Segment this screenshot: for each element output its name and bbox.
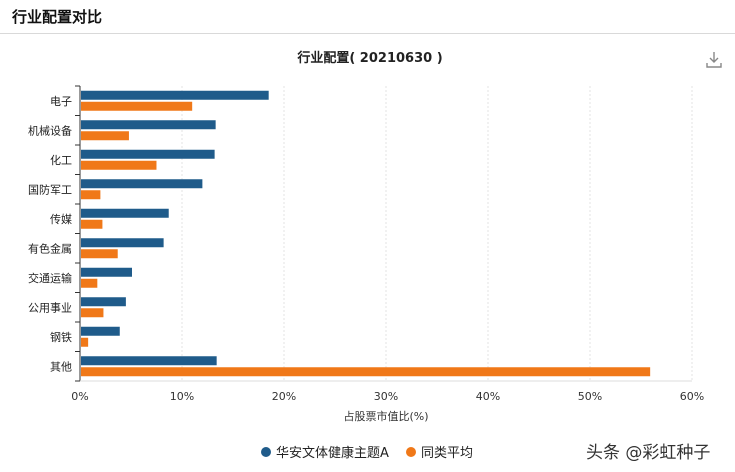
- bar-peer-average: [81, 249, 118, 259]
- chart-title: 行业配置( 20210630 ): [296, 50, 442, 66]
- legend-label-peer-average: 同类平均: [421, 446, 473, 461]
- y-category-label: 机械设备: [28, 123, 72, 137]
- bar-peer-average: [81, 308, 104, 318]
- bar-peer-average: [81, 160, 157, 170]
- x-tick-label: 40%: [476, 390, 500, 403]
- download-icon[interactable]: [704, 50, 724, 70]
- bar-fund: [81, 179, 203, 189]
- bar-fund: [81, 326, 120, 336]
- bar-peer-average: [81, 190, 101, 200]
- y-category-label: 化工: [50, 153, 72, 167]
- y-category-label: 电子: [50, 95, 72, 108]
- y-category-label: 钢铁: [50, 331, 72, 344]
- bar-fund: [81, 90, 269, 100]
- bar-chart: 行业配置( 20210630 ) 0% 10% 20% 30% 40% 50% 60% 电子机械…: [28, 50, 704, 461]
- y-category-label: 传媒: [50, 213, 72, 226]
- y-category-label: 公用事业: [28, 301, 72, 314]
- bar-fund: [81, 356, 217, 366]
- bar-fund: [81, 297, 126, 307]
- y-category-label: 交通运输: [28, 271, 72, 285]
- x-tick-label: 30%: [374, 390, 398, 403]
- y-category-label: 有色金属: [28, 241, 72, 255]
- bar-peer-average: [81, 278, 98, 288]
- bar-fund: [81, 149, 215, 159]
- x-tick-label: 50%: [578, 390, 602, 403]
- x-tick-label: 10%: [170, 390, 194, 403]
- bar-peer-average: [81, 219, 103, 229]
- legend-label-fund: 华安文体健康主题A: [276, 445, 389, 461]
- section-title: 行业配置对比: [12, 8, 103, 26]
- x-axis-label: 占股票市值比(%): [343, 409, 428, 423]
- watermark: 头条 @彩虹种子: [586, 443, 711, 463]
- bar-fund: [81, 208, 169, 218]
- bar-fund: [81, 238, 164, 248]
- bar-peer-average: [81, 367, 651, 377]
- section-header: 行业配置对比: [0, 0, 735, 34]
- bar-peer-average: [81, 131, 129, 141]
- y-category-label: 其他: [50, 360, 72, 373]
- bar-fund: [81, 120, 216, 130]
- legend-marker-peer-average: [406, 447, 416, 457]
- bar-fund: [81, 267, 132, 277]
- y-category-label: 国防军工: [28, 182, 72, 196]
- x-tick-label: 20%: [272, 390, 296, 403]
- legend-marker-fund: [261, 447, 271, 457]
- bar-peer-average: [81, 101, 193, 111]
- bar-peer-average: [81, 337, 89, 347]
- x-tick-label: 0%: [71, 390, 88, 403]
- x-tick-label: 60%: [680, 390, 704, 403]
